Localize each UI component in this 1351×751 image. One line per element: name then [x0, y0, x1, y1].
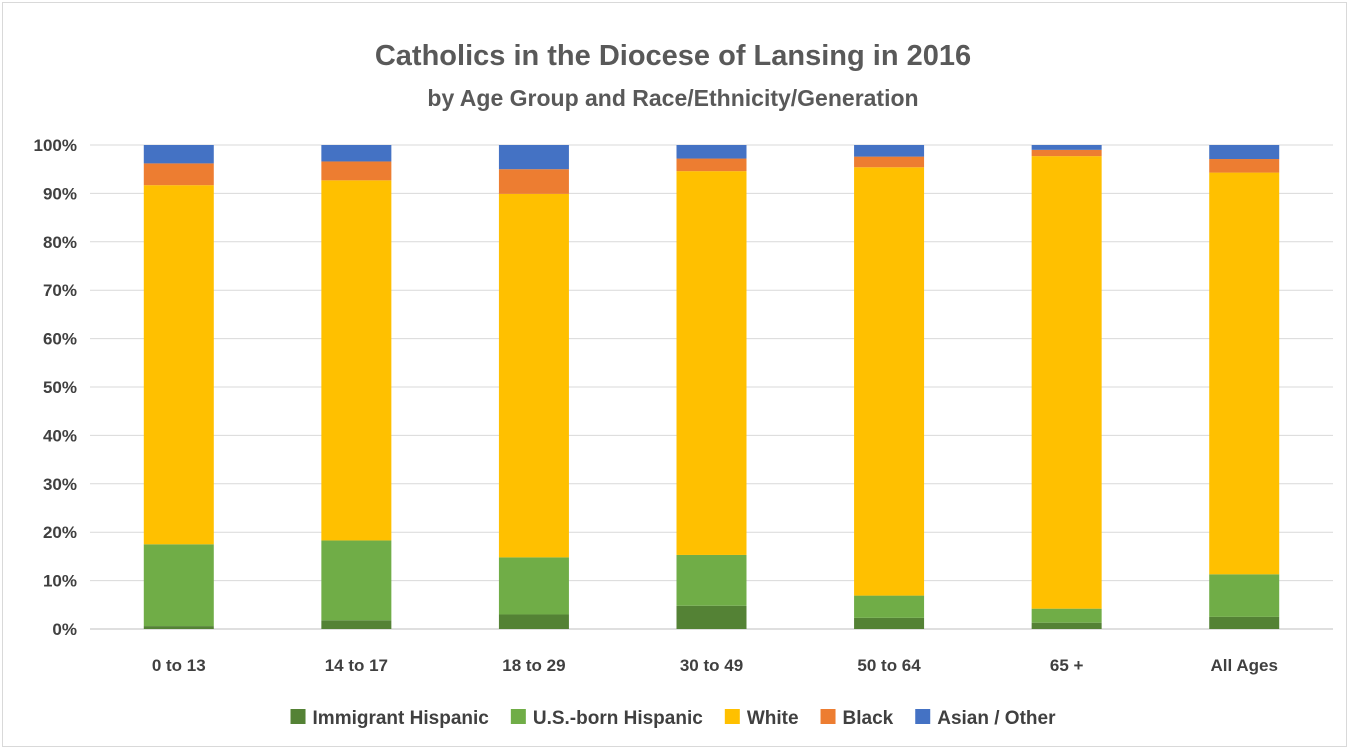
legend-swatch	[724, 709, 740, 724]
y-tick-label: 0%	[52, 620, 77, 639]
y-axis-ticks: 0% 10% 20% 30% 40% 50% 60% 70% 80% 90% 100%	[34, 136, 77, 639]
legend-label: U.S.-born Hispanic	[533, 708, 703, 729]
bar-segment	[1031, 156, 1102, 609]
legend-label: White	[747, 708, 799, 729]
y-tick-label: 50%	[43, 378, 77, 397]
bar-segment	[1209, 159, 1280, 173]
legend-label: Immigrant Hispanic	[313, 708, 490, 729]
bar-segment	[143, 163, 214, 186]
y-tick-label: 90%	[43, 184, 77, 203]
bar-segment	[143, 185, 214, 545]
y-tick-label: 60%	[43, 330, 77, 349]
bar-segment	[321, 620, 392, 629]
bar-segment	[676, 605, 747, 629]
y-tick-label: 80%	[43, 233, 77, 252]
legend-swatch	[510, 709, 526, 724]
bar-segment	[498, 557, 569, 615]
bars	[143, 145, 1280, 629]
bar-segment	[321, 145, 392, 162]
bar-segment	[321, 540, 392, 621]
bar-segment	[498, 169, 569, 194]
bar-segment	[498, 614, 569, 629]
bar-segment	[676, 554, 747, 606]
bar-segment	[854, 617, 925, 629]
x-axis-ticks: 0 to 13 14 to 17 18 to 29 30 to 49 50 to 64 6…	[152, 656, 1278, 675]
bar-segment	[1031, 145, 1102, 150]
bar-segment	[676, 145, 747, 159]
bar-segment	[676, 171, 747, 555]
legend-swatch	[915, 709, 931, 724]
x-tick-label: All Ages	[1211, 656, 1278, 675]
legend: Immigrant Hispanic U.S.-born Hispanic Whit…	[290, 708, 1056, 729]
chart-title: Catholics in the Diocese of Lansing in 2…	[375, 40, 971, 72]
x-tick-label: 65 +	[1050, 656, 1084, 675]
x-tick-label: 14 to 17	[325, 656, 388, 675]
bar-segment	[1031, 622, 1102, 629]
bar-segment	[498, 193, 569, 558]
y-tick-label: 20%	[43, 523, 77, 542]
y-tick-label: 100%	[34, 136, 77, 155]
chart-subtitle: by Age Group and Race/Ethnicity/Generati…	[427, 85, 918, 111]
y-tick-label: 40%	[43, 426, 77, 445]
bar-segment	[1209, 172, 1280, 575]
bar-segment	[854, 145, 925, 157]
x-tick-label: 30 to 49	[680, 656, 743, 675]
x-tick-label: 18 to 29	[502, 656, 565, 675]
x-tick-label: 50 to 64	[857, 656, 921, 675]
bar-segment	[854, 167, 925, 596]
bar-segment	[854, 156, 925, 168]
y-tick-label: 30%	[43, 475, 77, 494]
bar-segment	[321, 180, 392, 541]
bar-segment	[143, 544, 214, 627]
bar-segment	[1031, 149, 1102, 157]
bar-segment	[1209, 574, 1280, 617]
legend-swatch	[820, 709, 836, 724]
bar-segment	[143, 626, 214, 629]
legend-swatch	[290, 709, 306, 724]
x-tick-label: 0 to 13	[152, 656, 206, 675]
bar-segment	[1209, 145, 1280, 160]
bar-segment	[854, 595, 925, 618]
legend-label: Black	[843, 708, 894, 729]
legend-label: Asian / Other	[937, 708, 1056, 729]
chart-svg: Catholics in the Diocese of Lansing in 2…	[34, 40, 1333, 729]
bar-segment	[1209, 616, 1280, 629]
y-tick-label: 70%	[43, 281, 77, 300]
bar-segment	[321, 161, 392, 181]
y-tick-label: 10%	[43, 572, 77, 591]
bar-segment	[498, 145, 569, 170]
bar-segment	[1031, 608, 1102, 623]
bar-segment	[676, 158, 747, 172]
bar-segment	[143, 145, 214, 164]
